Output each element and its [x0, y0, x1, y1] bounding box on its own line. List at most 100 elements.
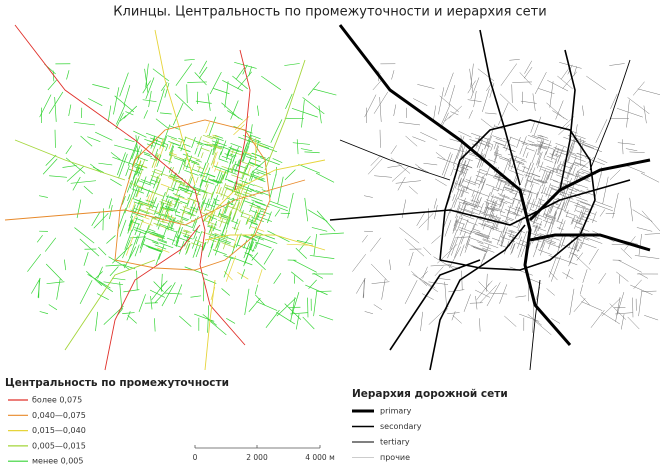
street: [210, 191, 214, 198]
street: [143, 151, 151, 155]
street: [109, 205, 113, 220]
street: [198, 66, 208, 79]
street: [152, 241, 159, 245]
street: [495, 142, 505, 146]
street: [233, 169, 249, 176]
street: [168, 152, 178, 156]
street: [370, 237, 382, 252]
street: [465, 176, 472, 192]
street: [208, 238, 217, 243]
street: [486, 124, 496, 146]
street: [186, 84, 188, 103]
street: [517, 186, 532, 192]
street: [164, 211, 169, 220]
street: [555, 148, 565, 153]
street: [234, 201, 241, 216]
street: [159, 138, 164, 150]
street: [560, 146, 564, 155]
street: [481, 174, 485, 184]
street: [218, 213, 229, 218]
street: [503, 159, 510, 174]
street: [538, 140, 544, 156]
street: [231, 243, 236, 256]
street: [211, 233, 226, 240]
street: [206, 148, 213, 164]
street: [413, 98, 428, 106]
street: [154, 284, 172, 303]
street: [571, 155, 577, 170]
street: [568, 241, 576, 259]
street: [549, 153, 560, 158]
street: [641, 210, 660, 232]
street: [191, 137, 196, 149]
street: [270, 119, 283, 143]
street: [167, 177, 179, 182]
street: [137, 204, 142, 215]
street: [456, 202, 461, 211]
street: [173, 244, 182, 248]
street: [470, 207, 486, 214]
street: [537, 143, 548, 148]
street: [116, 152, 126, 176]
street: [241, 215, 248, 219]
street: [545, 171, 551, 183]
street: [379, 97, 382, 122]
street: [141, 230, 147, 245]
street: [420, 131, 438, 141]
street: [225, 145, 232, 161]
street: [616, 292, 625, 316]
street: [580, 190, 596, 196]
street: [49, 175, 67, 178]
street: [559, 201, 565, 216]
street: [229, 168, 240, 173]
street: [481, 234, 489, 238]
street: [135, 178, 139, 188]
street: [493, 141, 506, 147]
main-road: [529, 279, 541, 371]
street: [88, 98, 103, 107]
street: [130, 204, 136, 219]
street: [551, 150, 555, 157]
street: [194, 239, 206, 245]
street: [222, 186, 228, 200]
street: [273, 272, 282, 284]
street: [179, 189, 187, 193]
street: [252, 226, 257, 239]
street: [555, 100, 564, 120]
street: [182, 153, 191, 157]
street: [609, 63, 625, 66]
street: [249, 219, 257, 223]
street: [220, 215, 227, 219]
street: [176, 219, 184, 224]
street: [138, 294, 146, 312]
street: [45, 263, 63, 281]
street: [180, 200, 188, 205]
street: [231, 210, 237, 222]
street: [191, 236, 198, 249]
street: [238, 171, 253, 178]
street: [213, 88, 230, 95]
street: [537, 136, 549, 142]
street: [144, 302, 158, 304]
street: [48, 304, 58, 311]
street: [566, 215, 573, 219]
street: [576, 199, 591, 206]
street: [520, 100, 537, 104]
street: [218, 186, 222, 194]
street: [95, 271, 103, 279]
street: [151, 147, 155, 155]
street: [450, 236, 459, 256]
street: [543, 186, 547, 194]
street: [184, 58, 195, 61]
street: [225, 255, 236, 282]
street: [119, 72, 129, 97]
street: [169, 145, 175, 157]
street: [156, 174, 160, 184]
street: [569, 252, 578, 256]
street: [170, 218, 175, 229]
street: [305, 284, 328, 296]
street: [138, 201, 153, 208]
street: [124, 138, 135, 143]
street: [183, 235, 193, 240]
street: [493, 142, 497, 150]
